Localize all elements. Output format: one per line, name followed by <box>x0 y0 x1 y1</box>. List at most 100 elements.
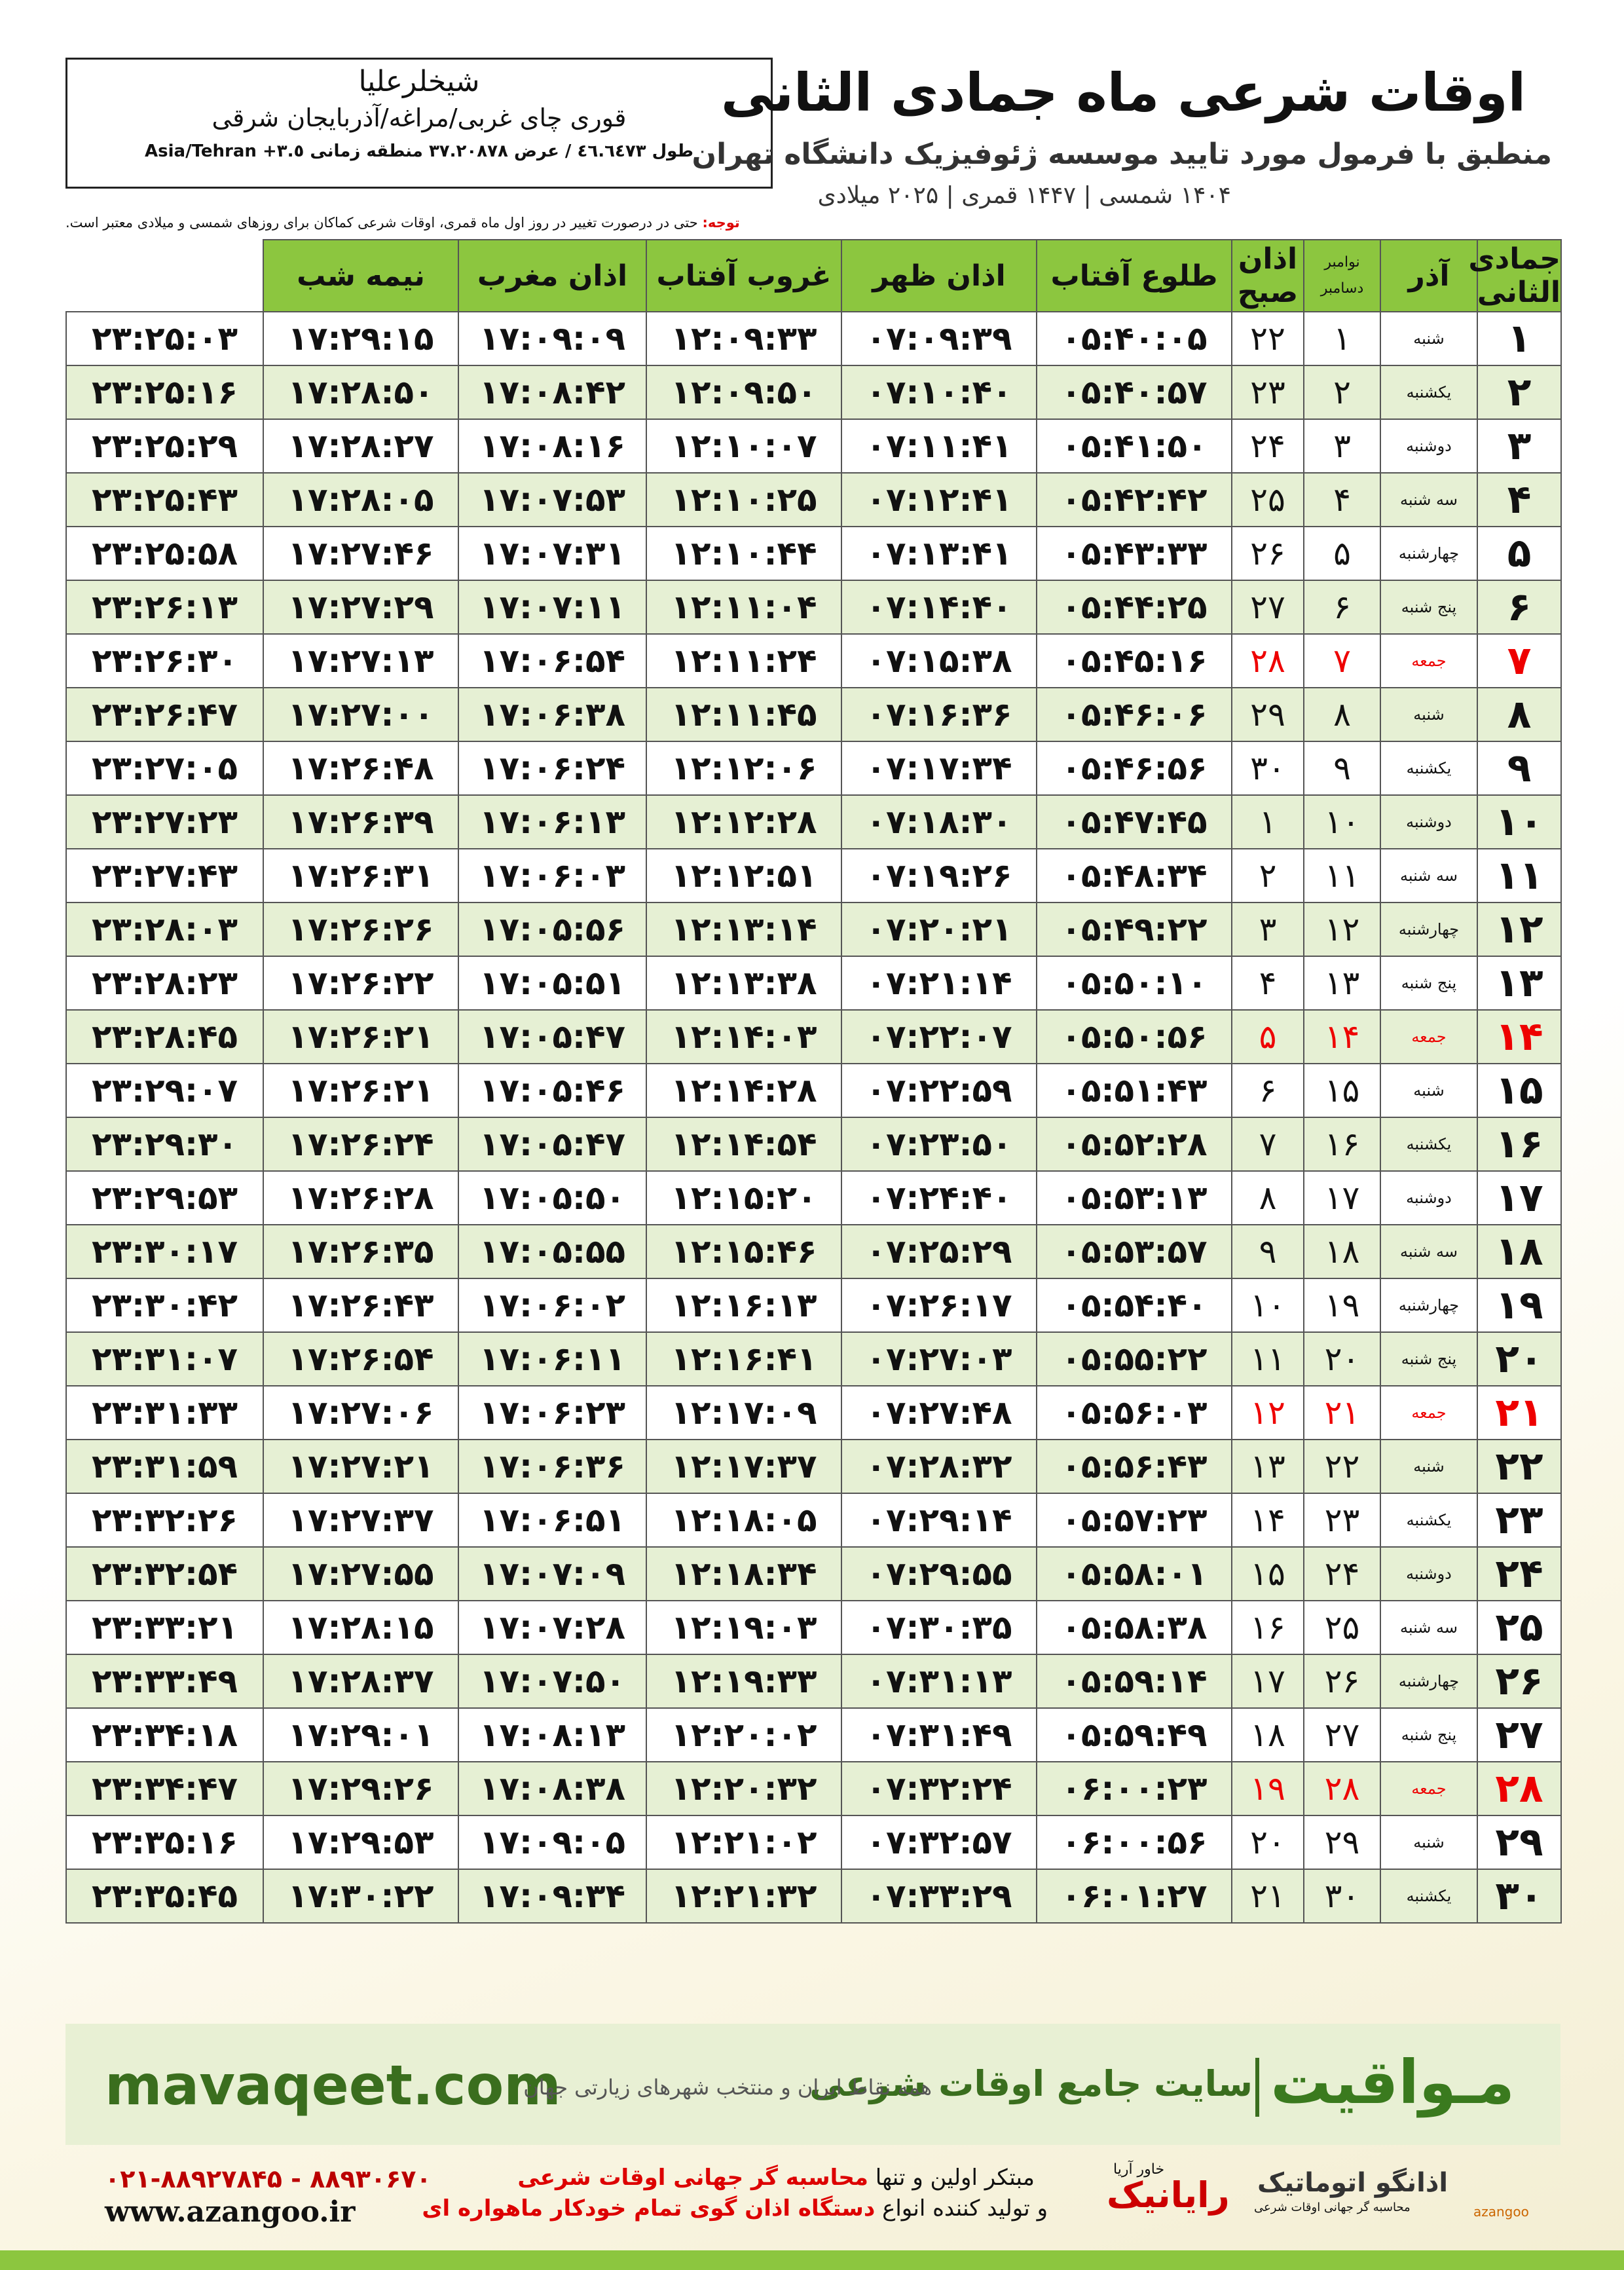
row: ۳ دوشنبه ۳ ۲۴ ۰۵:۴۱:۵۰ ۰۷:۱۱:۴۱ ۱۲:۱۰:۰۷ ۱۷:۰۸:… <box>65 419 1562 474</box>
date-cell: چهارشنبه <box>1380 902 1478 957</box>
time-cell: ۱۲:۲۰:۳۲ <box>646 1761 842 1816</box>
date-cell: دوشنبه <box>1380 1546 1478 1601</box>
date-cell: ۷ <box>1303 633 1381 688</box>
date-cell: ۱۶ <box>1231 1600 1304 1655</box>
time-cell: ۱۷:۰۷:۵۳ <box>458 472 647 527</box>
time-cell: ۱۷:۰۶:۲۳ <box>458 1385 647 1440</box>
date-cell: ۹ <box>1477 741 1562 796</box>
time-cell: ۲۳:۳۱:۳۳ <box>65 1385 264 1440</box>
row: ۲۴ دوشنبه ۲۴ ۱۵ ۰۵:۵۸:۰۱ ۰۷:۲۹:۵۵ ۱۲:۱۸:۳۴ ۱۷:۰… <box>65 1546 1562 1601</box>
time-cell: ۱۷:۰۷:۰۹ <box>458 1546 647 1601</box>
time-cell: ۱۷:۲۸:۱۵ <box>263 1600 459 1655</box>
footer-text: و تولید کننده انواع <box>882 2195 1048 2222</box>
date-cell: ۸ <box>1231 1170 1304 1225</box>
time-cell: ۰۵:۵۹:۴۹ <box>1036 1707 1232 1762</box>
time-cell: ۱۷:۲۷:۲۹ <box>263 580 459 635</box>
time-cell: ۱۲:۱۳:۱۴ <box>646 902 842 957</box>
divider <box>1255 2058 1259 2117</box>
time-cell: ۰۵:۴۰:۵۷ <box>1036 365 1232 420</box>
time-cell: ۱۲:۱۴:۲۸ <box>646 1063 842 1118</box>
row: ۱۵ شنبه ۱۵ ۶ ۰۵:۵۱:۴۳ ۰۷:۲۲:۵۹ ۱۲:۱۴:۲۸ ۱۷:۰۵:۴… <box>65 1063 1562 1118</box>
time-cell: ۱۲:۱۹:۳۳ <box>646 1654 842 1709</box>
date-cell: ۱۶ <box>1477 1117 1562 1172</box>
banner: mavaqeet.com مـواقیت سایت جامع اوقات شرع… <box>65 2024 1560 2145</box>
time-cell: ۱۷:۲۷:۲۱ <box>263 1439 459 1494</box>
date-cell: ۱۵ <box>1477 1063 1562 1118</box>
row: ۲۹ شنبه ۲۹ ۲۰ ۰۶:۰۰:۵۶ ۰۷:۳۲:۵۷ ۱۲:۲۱:۰۲ ۱۷:۰۹:… <box>65 1815 1562 1870</box>
date-cell: ۱۰ <box>1231 1278 1304 1333</box>
time-cell: ۰۷:۲۱:۱۴ <box>841 956 1037 1011</box>
logo-sub: خاور آریا <box>1113 2161 1165 2178</box>
date-cell: ۴ <box>1303 472 1381 527</box>
date-cell: ۷ <box>1477 633 1562 688</box>
date-cell: شنبه <box>1380 687 1478 742</box>
row: ۱۱ سه شنبه ۱۱ ۲ ۰۵:۴۸:۳۴ ۰۷:۱۹:۲۶ ۱۲:۱۲:۵۱ ۱۷:۰… <box>65 848 1562 903</box>
time-cell: ۰۷:۲۵:۲۹ <box>841 1224 1037 1279</box>
logo: رایانیک <box>1107 2174 1230 2216</box>
date-cell: شنبه <box>1380 1063 1478 1118</box>
time-cell: ۲۳:۲۸:۰۳ <box>65 902 264 957</box>
website[interactable]: www.azangoo.ir <box>105 2195 356 2229</box>
row: ۱۲ چهارشنبه ۱۲ ۳ ۰۵:۴۹:۲۲ ۰۷:۲۰:۲۱ ۱۲:۱۳:۱۴ ۱۷:… <box>65 902 1562 957</box>
time-cell: ۰۷:۰۹:۳۹ <box>841 311 1037 366</box>
date-cell: ۳ <box>1477 419 1562 474</box>
time-cell: ۱۷:۰۷:۲۸ <box>458 1600 647 1655</box>
date-cell: پنج شنبه <box>1380 1707 1478 1762</box>
time-cell: ۱۷:۰۹:۰۹ <box>458 311 647 366</box>
time-cell: ۱۷:۰۵:۴۷ <box>458 1117 647 1172</box>
header-row: جمادی الثانی آذر نوامبر دسامبر اذان صبح طلوع … <box>66 239 1562 312</box>
time-cell: ۱۲:۱۸:۳۴ <box>646 1546 842 1601</box>
time-cell: ۰۵:۴۸:۳۴ <box>1036 848 1232 903</box>
time-cell: ۱۲:۱۰:۲۵ <box>646 472 842 527</box>
date-cell: ۶ <box>1477 580 1562 635</box>
time-cell: ۱۷:۰۷:۱۱ <box>458 580 647 635</box>
row: ۵ چهارشنبه ۵ ۲۶ ۰۵:۴۳:۳۳ ۰۷:۱۳:۴۱ ۱۲:۱۰:۴۴ ۱۷:۰… <box>65 526 1562 581</box>
time-cell: ۱۲:۱۲:۲۸ <box>646 794 842 849</box>
logo: اذانگو اتوماتیک <box>1257 2168 1449 2198</box>
date-cell: ۲۶ <box>1303 1654 1381 1709</box>
date-cell: ۱۲ <box>1231 1385 1304 1440</box>
date-cell: ۲۸ <box>1477 1761 1562 1816</box>
time-cell: ۰۷:۱۳:۴۱ <box>841 526 1037 581</box>
time-cell: ۰۵:۴۶:۵۶ <box>1036 741 1232 796</box>
time-cell: ۲۳:۳۴:۱۸ <box>65 1707 264 1762</box>
date-cell: ۲۷ <box>1477 1707 1562 1762</box>
time-cell: ۱۷:۲۸:۲۷ <box>263 419 459 474</box>
date-cell: ۲۸ <box>1231 633 1304 688</box>
row: ۲ یکشنبه ۲ ۲۳ ۰۵:۴۰:۵۷ ۰۷:۱۰:۴۰ ۱۲:۰۹:۵۰ ۱۷:۰۸:… <box>65 365 1562 420</box>
time-cell: ۱۲:۱۱:۴۵ <box>646 687 842 742</box>
row: ۲۵ سه شنبه ۲۵ ۱۶ ۰۵:۵۸:۳۸ ۰۷:۳۰:۳۵ ۱۲:۱۹:۰۳ ۱۷:… <box>65 1600 1562 1655</box>
time-cell: ۱۷:۲۹:۰۱ <box>263 1707 459 1762</box>
time-cell: ۰۷:۳۲:۵۷ <box>841 1815 1037 1870</box>
time-cell: ۱۷:۲۶:۲۸ <box>263 1170 459 1225</box>
time-cell: ۱۷:۰۶:۳۸ <box>458 687 647 742</box>
time-cell: ۲۳:۲۹:۰۷ <box>65 1063 264 1118</box>
date-cell: ۶ <box>1303 580 1381 635</box>
date-cell: ۲۸ <box>1303 1761 1381 1816</box>
date-cell: ۲۳ <box>1477 1493 1562 1548</box>
date-cell: جمعه <box>1380 1761 1478 1816</box>
time-cell: ۰۷:۱۵:۳۸ <box>841 633 1037 688</box>
date-cell: ۲۰ <box>1231 1815 1304 1870</box>
column-header: نوامبر دسامبر <box>1303 239 1381 312</box>
time-cell: ۱۷:۲۷:۰۰ <box>263 687 459 742</box>
row: ۱۹ چهارشنبه ۱۹ ۱۰ ۰۵:۵۴:۴۰ ۰۷:۲۶:۱۷ ۱۲:۱۶:۱۳ ۱۷… <box>65 1278 1562 1333</box>
date-cell: ۲۲ <box>1303 1439 1381 1494</box>
date-cell: ۲۲ <box>1231 311 1304 366</box>
time-cell: ۱۷:۲۶:۳۵ <box>263 1224 459 1279</box>
column-header: جمادی الثانی <box>1468 239 1562 312</box>
time-cell: ۱۲:۱۵:۲۰ <box>646 1170 842 1225</box>
row: ۱۶ یکشنبه ۱۶ ۷ ۰۵:۵۲:۲۸ ۰۷:۲۳:۵۰ ۱۲:۱۴:۵۴ ۱۷:۰۵… <box>65 1117 1562 1172</box>
date-cell: ۲۰ <box>1303 1331 1381 1386</box>
time-cell: ۰۵:۵۸:۰۱ <box>1036 1546 1232 1601</box>
date-cell: ۱۱ <box>1477 848 1562 903</box>
title: اوقات شرعی ماه جمادی الثانی <box>720 62 1526 123</box>
date-cell: ۲۱ <box>1303 1385 1381 1440</box>
time-cell: ۲۳:۲۶:۳۰ <box>65 633 264 688</box>
time-cell: ۲۳:۳۰:۴۲ <box>65 1278 264 1333</box>
time-cell: ۲۳:۳۵:۱۶ <box>65 1815 264 1870</box>
banner-url[interactable]: mavaqeet.com <box>105 2053 561 2117</box>
row: ۱۴ جمعه ۱۴ ۵ ۰۵:۵۰:۵۶ ۰۷:۲۲:۰۷ ۱۲:۱۴:۰۳ ۱۷:۰۵:۴… <box>65 1009 1562 1064</box>
date-cell: ۱۳ <box>1477 956 1562 1011</box>
time-cell: ۰۷:۳۱:۱۳ <box>841 1654 1037 1709</box>
